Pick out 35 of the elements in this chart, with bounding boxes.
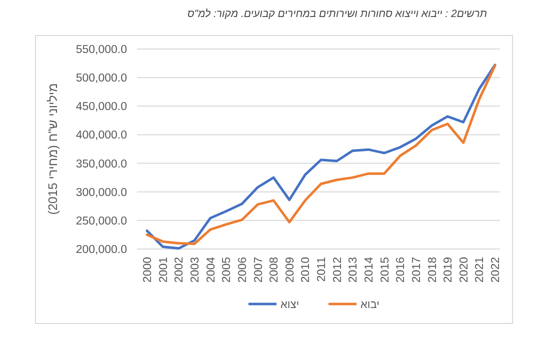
x-tick-label: 2003 bbox=[189, 257, 202, 283]
x-tick-label: 2004 bbox=[205, 256, 218, 283]
y-tick-label: 300,000.0 bbox=[76, 186, 127, 199]
x-tick-label: 2016 bbox=[395, 257, 408, 283]
x-tick-label: 2012 bbox=[332, 257, 344, 283]
x-tick-label: 2008 bbox=[268, 257, 281, 283]
y-axis-title: מיליוני ש"ח (מחירי 2015) bbox=[46, 83, 60, 215]
x-tick-label: 2001 bbox=[158, 257, 170, 283]
x-tick-label: 2007 bbox=[252, 257, 265, 283]
y-tick-label: 500,000.0 bbox=[76, 72, 127, 85]
x-tick-label: 2022 bbox=[490, 257, 502, 283]
y-tick-label: 200,000.0 bbox=[76, 244, 127, 256]
x-tick-label: 2000 bbox=[142, 257, 154, 283]
y-tick-label: 250,000.0 bbox=[76, 215, 127, 228]
x-tick-label: 2011 bbox=[316, 257, 328, 282]
legend-label: יצוא bbox=[280, 298, 300, 311]
legend-label: יבוא bbox=[360, 298, 380, 311]
y-tick-label: 450,000.0 bbox=[76, 101, 127, 114]
x-tick-label: 2010 bbox=[300, 257, 312, 283]
x-tick-label: 2013 bbox=[348, 257, 360, 283]
x-tick-label: 2015 bbox=[379, 257, 392, 283]
x-tick-label: 2018 bbox=[426, 257, 439, 283]
x-tick-label: 2019 bbox=[442, 257, 455, 283]
x-tick-label: 2017 bbox=[410, 257, 423, 283]
x-tick-label: 2002 bbox=[174, 257, 186, 283]
chart-title: תרשים2 : ייבוא וייצוא סחורות ושירותים במחירים קבועים. מקור: למ"ס bbox=[187, 8, 487, 20]
x-tick-label: 2020 bbox=[458, 257, 470, 283]
y-tick-label: 550,000.0 bbox=[76, 44, 127, 56]
x-tick-label: 2009 bbox=[284, 257, 296, 283]
x-tick-label: 2014 bbox=[363, 256, 376, 283]
x-tick-label: 2006 bbox=[236, 257, 249, 283]
y-tick-label: 400,000.0 bbox=[76, 130, 127, 142]
x-tick-label: 2005 bbox=[221, 257, 234, 283]
x-tick-label: 2021 bbox=[474, 257, 486, 283]
y-tick-label: 350,000.0 bbox=[76, 158, 127, 170]
